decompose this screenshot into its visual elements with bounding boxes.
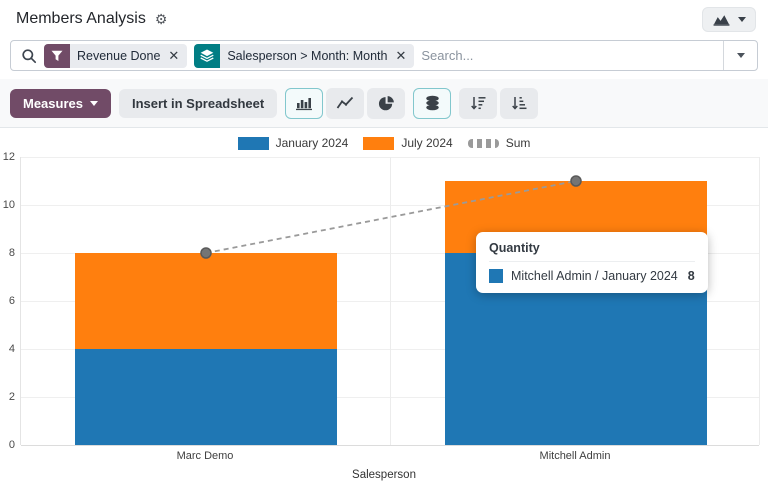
measures-button[interactable]: Measures — [10, 88, 111, 118]
facet-label: Revenue Done — [77, 48, 161, 63]
gridline-vertical — [390, 157, 391, 445]
tooltip-title: Quantity — [489, 241, 695, 262]
y-tick-label: 0 — [8, 439, 15, 451]
bar-chart-button[interactable] — [285, 87, 324, 119]
y-tick-label: 10 — [2, 199, 15, 211]
search-input[interactable] — [421, 48, 723, 63]
plot-area — [20, 157, 760, 446]
line-chart-button[interactable] — [326, 87, 365, 119]
y-tick-label: 2 — [8, 391, 15, 403]
stacked-group — [413, 87, 452, 119]
legend-item[interactable]: July 2024 — [363, 136, 453, 150]
search-icon — [11, 48, 44, 64]
measures-label: Measures — [23, 95, 83, 111]
graph-view: January 2024 July 2024 Sum 0 2 4 6 8 10 12 Marc … — [0, 128, 768, 483]
close-icon[interactable]: ✕ — [394, 48, 414, 64]
insert-in-spreadsheet-button[interactable]: Insert in Spreadsheet — [118, 88, 278, 118]
tooltip-row: Mitchell Admin / January 2024 8 — [489, 269, 695, 283]
search-bar[interactable]: Revenue Done ✕ Salesperson > Month: Mont… — [10, 40, 758, 71]
legend-item[interactable]: January 2024 — [237, 136, 349, 150]
bar-segment[interactable] — [74, 253, 338, 349]
legend-swatch — [467, 138, 499, 148]
y-tick-label: 8 — [8, 247, 15, 259]
sort-group — [459, 87, 539, 119]
pie-chart-button[interactable] — [367, 87, 406, 119]
control-panel-header: Members Analysis ⚙ — [0, 0, 768, 38]
graph-toolbar: Measures Insert in Spreadsheet — [0, 79, 768, 128]
facet-label: Salesperson > Month: Month — [227, 48, 388, 63]
legend-item[interactable]: Sum — [467, 136, 531, 150]
gear-icon[interactable]: ⚙ — [154, 11, 168, 27]
x-axis-labels: Marc Demo Mitchell Admin — [20, 450, 760, 462]
y-tick-label: 4 — [8, 343, 15, 355]
chart-legend: January 2024 July 2024 Sum — [0, 136, 768, 150]
stacked-button[interactable] — [413, 87, 452, 119]
facet-filter-revenue-done[interactable]: Revenue Done ✕ — [44, 43, 188, 68]
tooltip-swatch — [489, 269, 503, 283]
legend-label: July 2024 — [401, 136, 453, 150]
chart-type-group — [285, 87, 406, 119]
legend-swatch — [363, 136, 395, 150]
tooltip-label: Mitchell Admin / January 2024 — [511, 269, 678, 283]
y-axis: 0 2 4 6 8 10 12 — [0, 151, 19, 451]
y-tick-label: 6 — [8, 295, 15, 307]
x-tick-label: Mitchell Admin — [539, 450, 611, 462]
layers-icon — [194, 43, 221, 68]
bar-segment[interactable] — [74, 349, 338, 445]
sort-asc-button[interactable] — [500, 87, 539, 119]
sort-desc-button[interactable] — [459, 87, 498, 119]
search-panel: Revenue Done ✕ Salesperson > Month: Mont… — [0, 38, 768, 79]
chevron-down-icon — [736, 53, 745, 58]
area-chart-icon — [712, 12, 731, 27]
view-switcher-button[interactable] — [702, 6, 756, 32]
legend-swatch — [237, 136, 269, 150]
bar-marc-demo[interactable] — [74, 253, 338, 445]
bar-mitchell-admin[interactable] — [444, 181, 708, 445]
y-tick-label: 12 — [2, 151, 15, 163]
facet-groupby-salesperson-month[interactable]: Salesperson > Month: Month ✕ — [194, 43, 415, 68]
chart-tooltip: Quantity Mitchell Admin / January 2024 8 — [476, 232, 708, 293]
gridline — [21, 445, 759, 446]
legend-label: January 2024 — [275, 136, 349, 150]
close-icon[interactable]: ✕ — [167, 48, 187, 64]
legend-label: Sum — [505, 136, 531, 150]
tooltip-value: 8 — [687, 269, 695, 283]
x-tick-label: Marc Demo — [176, 450, 234, 462]
filter-icon — [44, 43, 70, 68]
x-axis-title: Salesperson — [352, 469, 416, 481]
chevron-down-icon — [738, 16, 746, 22]
search-options-toggle[interactable] — [723, 41, 757, 70]
chevron-down-icon — [89, 100, 98, 106]
page-title: Members Analysis — [16, 10, 146, 27]
